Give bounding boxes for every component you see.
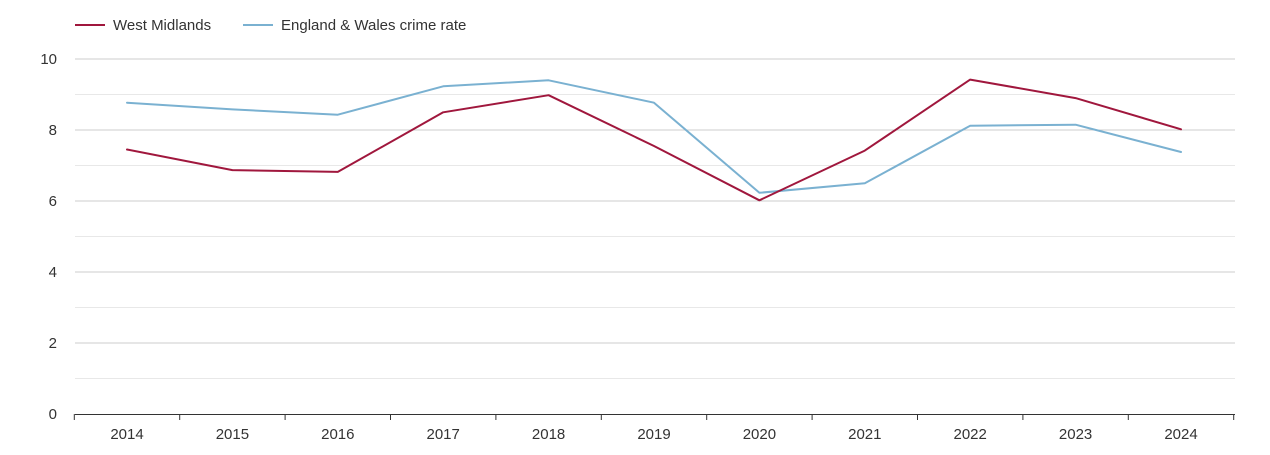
series-england-wales	[127, 80, 1181, 193]
x-tick-label: 2019	[637, 426, 670, 443]
series-west-midlands	[127, 80, 1181, 201]
series-line	[127, 80, 1181, 193]
y-tick-label: 4	[49, 264, 57, 281]
y-tick-label: 6	[49, 193, 57, 210]
legend-item: England & Wales crime rate	[243, 17, 466, 34]
x-tick-label: 2016	[321, 426, 354, 443]
gridlines	[75, 59, 1235, 379]
series-line	[127, 80, 1181, 201]
series-lines	[127, 80, 1181, 201]
legend-label: England & Wales crime rate	[281, 17, 466, 34]
legend: West Midlands England & Wales crime rate	[75, 17, 466, 34]
x-tick-label: 2015	[216, 426, 249, 443]
y-tick-label: 10	[40, 51, 57, 68]
x-tick-label: 2022	[954, 426, 987, 443]
x-tick-label: 2017	[427, 426, 460, 443]
x-tick-label: 2023	[1059, 426, 1092, 443]
x-tick-label: 2014	[110, 426, 143, 443]
y-axis-ticks: 0 2 4 6 8 10	[40, 51, 57, 423]
x-tick-label: 2021	[848, 426, 881, 443]
y-tick-label: 8	[49, 122, 57, 139]
x-tick-label: 2018	[532, 426, 565, 443]
y-tick-label: 2	[49, 335, 57, 352]
legend-label: West Midlands	[113, 17, 211, 34]
legend-item: West Midlands	[75, 17, 211, 34]
x-tick-label: 2020	[743, 426, 776, 443]
x-axis-ticks: 2014 2015 2016 2017 2018 2019 2020 2021 2022 2023…	[74, 414, 1233, 443]
y-tick-label: 0	[49, 406, 57, 423]
x-tick-label: 2024	[1164, 426, 1197, 443]
